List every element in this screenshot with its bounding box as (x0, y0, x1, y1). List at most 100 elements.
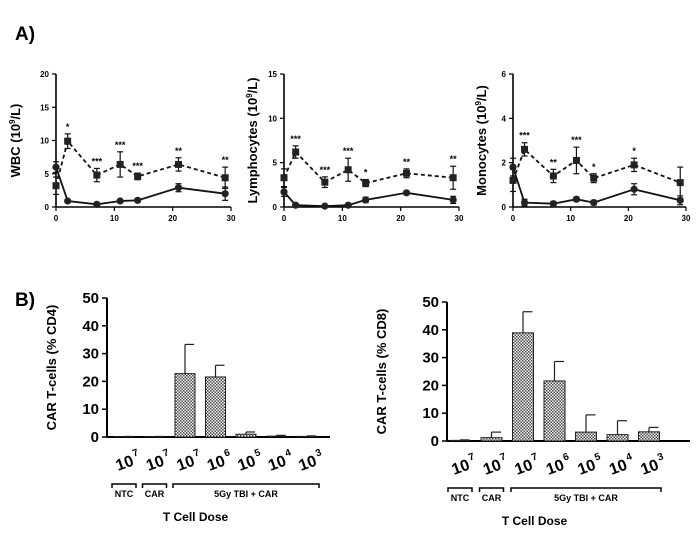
data-point-square (292, 148, 300, 156)
data-point-circle (280, 188, 288, 196)
data-point-circle (449, 196, 457, 204)
y-tick-label: 0 (273, 203, 278, 212)
significance-label: *** (290, 134, 301, 144)
significance-label: *** (115, 140, 126, 150)
y-axis-label: Lymphocytes (109/L) (245, 77, 260, 203)
significance-label: * (66, 122, 70, 132)
data-point-circle (520, 198, 529, 207)
x-tick-label: 30 (227, 214, 236, 223)
y-tick-label: 30 (82, 346, 99, 363)
x-tick-label: 10 (338, 214, 347, 223)
x-tick-label: 30 (455, 214, 464, 223)
significance-label: *** (519, 131, 530, 141)
data-point-circle (52, 163, 60, 171)
category-label: 105 (235, 447, 266, 475)
data-point-circle (292, 201, 300, 209)
y-tick-label: 0 (502, 203, 507, 212)
category-label: 104 (265, 447, 296, 475)
data-point-square (549, 172, 557, 180)
y-tick-label: 15 (40, 103, 49, 112)
bar (638, 431, 660, 442)
x-axis-label: T Cell Dose (502, 514, 568, 528)
category-label: 107 (449, 451, 480, 479)
data-point-square (509, 176, 517, 184)
panel-label-a: A) (15, 24, 35, 45)
category-label: 107 (143, 447, 174, 475)
significance-label: ** (175, 146, 183, 156)
x-axis-label: T Cell Dose (163, 510, 229, 524)
y-tick-label: 40 (82, 318, 99, 335)
group-label: CAR (482, 493, 502, 503)
bar (512, 332, 534, 442)
group-bracket (111, 483, 137, 488)
category-label: 103 (638, 451, 669, 479)
group-label: NTC (115, 489, 134, 499)
data-point-square (93, 171, 101, 179)
y-tick-label: 0 (431, 433, 439, 450)
panel-label-b: B) (15, 290, 35, 311)
category-label: 106 (204, 447, 235, 475)
series-line-0 (283, 150, 454, 185)
y-tick-label: 4 (502, 114, 507, 123)
x-tick-label: 30 (682, 214, 691, 223)
data-point-circle (221, 190, 229, 198)
group-label: NTC (451, 493, 470, 503)
x-tick-label: 10 (566, 214, 575, 223)
data-point-circle (402, 189, 411, 197)
y-tick-label: 50 (422, 294, 439, 311)
group-label: 5Gy TBI + CAR (214, 489, 278, 499)
category-label: 107 (174, 447, 205, 475)
bar (205, 376, 226, 438)
y-tick-label: 20 (422, 377, 439, 394)
data-point-square (630, 161, 638, 169)
x-tick-label: 20 (624, 214, 633, 223)
y-tick-label: 10 (82, 401, 99, 418)
category-label: 106 (543, 451, 574, 479)
x-tick-label: 20 (168, 214, 177, 223)
y-tick-label: 10 (40, 137, 49, 146)
data-point-circle (362, 196, 370, 204)
category-label: 104 (606, 451, 637, 479)
data-point-circle (344, 201, 352, 209)
y-tick-label: 10 (268, 114, 277, 123)
y-tick-label: 40 (422, 322, 439, 339)
data-point-square (362, 179, 370, 187)
y-axis-label: WBC (109/L) (8, 104, 23, 178)
bar (174, 373, 196, 438)
data-point-circle (676, 196, 684, 204)
data-point-circle (590, 198, 598, 207)
y-axis-label: Monocytes (109/L) (474, 85, 489, 196)
data-point-circle (321, 202, 329, 210)
y-tick-label: 6 (502, 70, 507, 79)
y-tick-label: 50 (82, 290, 99, 307)
data-point-circle (116, 197, 124, 205)
bar (235, 433, 257, 438)
data-point-square (221, 174, 229, 182)
data-point-circle (64, 197, 72, 205)
data-point-square (116, 160, 124, 168)
bar (606, 434, 629, 442)
y-tick-label: 0 (91, 429, 99, 446)
category-label: 107 (512, 451, 543, 479)
significance-label: ** (222, 155, 230, 165)
category-label: 107 (113, 447, 144, 475)
category-label: 103 (296, 447, 327, 475)
group-bracket (447, 487, 473, 492)
data-point-square (321, 178, 329, 186)
data-point-square (64, 137, 72, 145)
category-label: 105 (575, 451, 606, 479)
y-tick-label: 20 (40, 70, 49, 79)
data-point-circle (630, 185, 638, 193)
data-point-circle (509, 163, 517, 171)
y-tick-label: 15 (268, 70, 277, 79)
significance-label: * (632, 146, 636, 156)
x-tick-label: 10 (110, 214, 119, 223)
significance-label: ** (403, 157, 411, 167)
group-bracket (510, 487, 662, 492)
significance-label: ** (450, 154, 458, 164)
x-tick-label: 0 (54, 214, 59, 223)
